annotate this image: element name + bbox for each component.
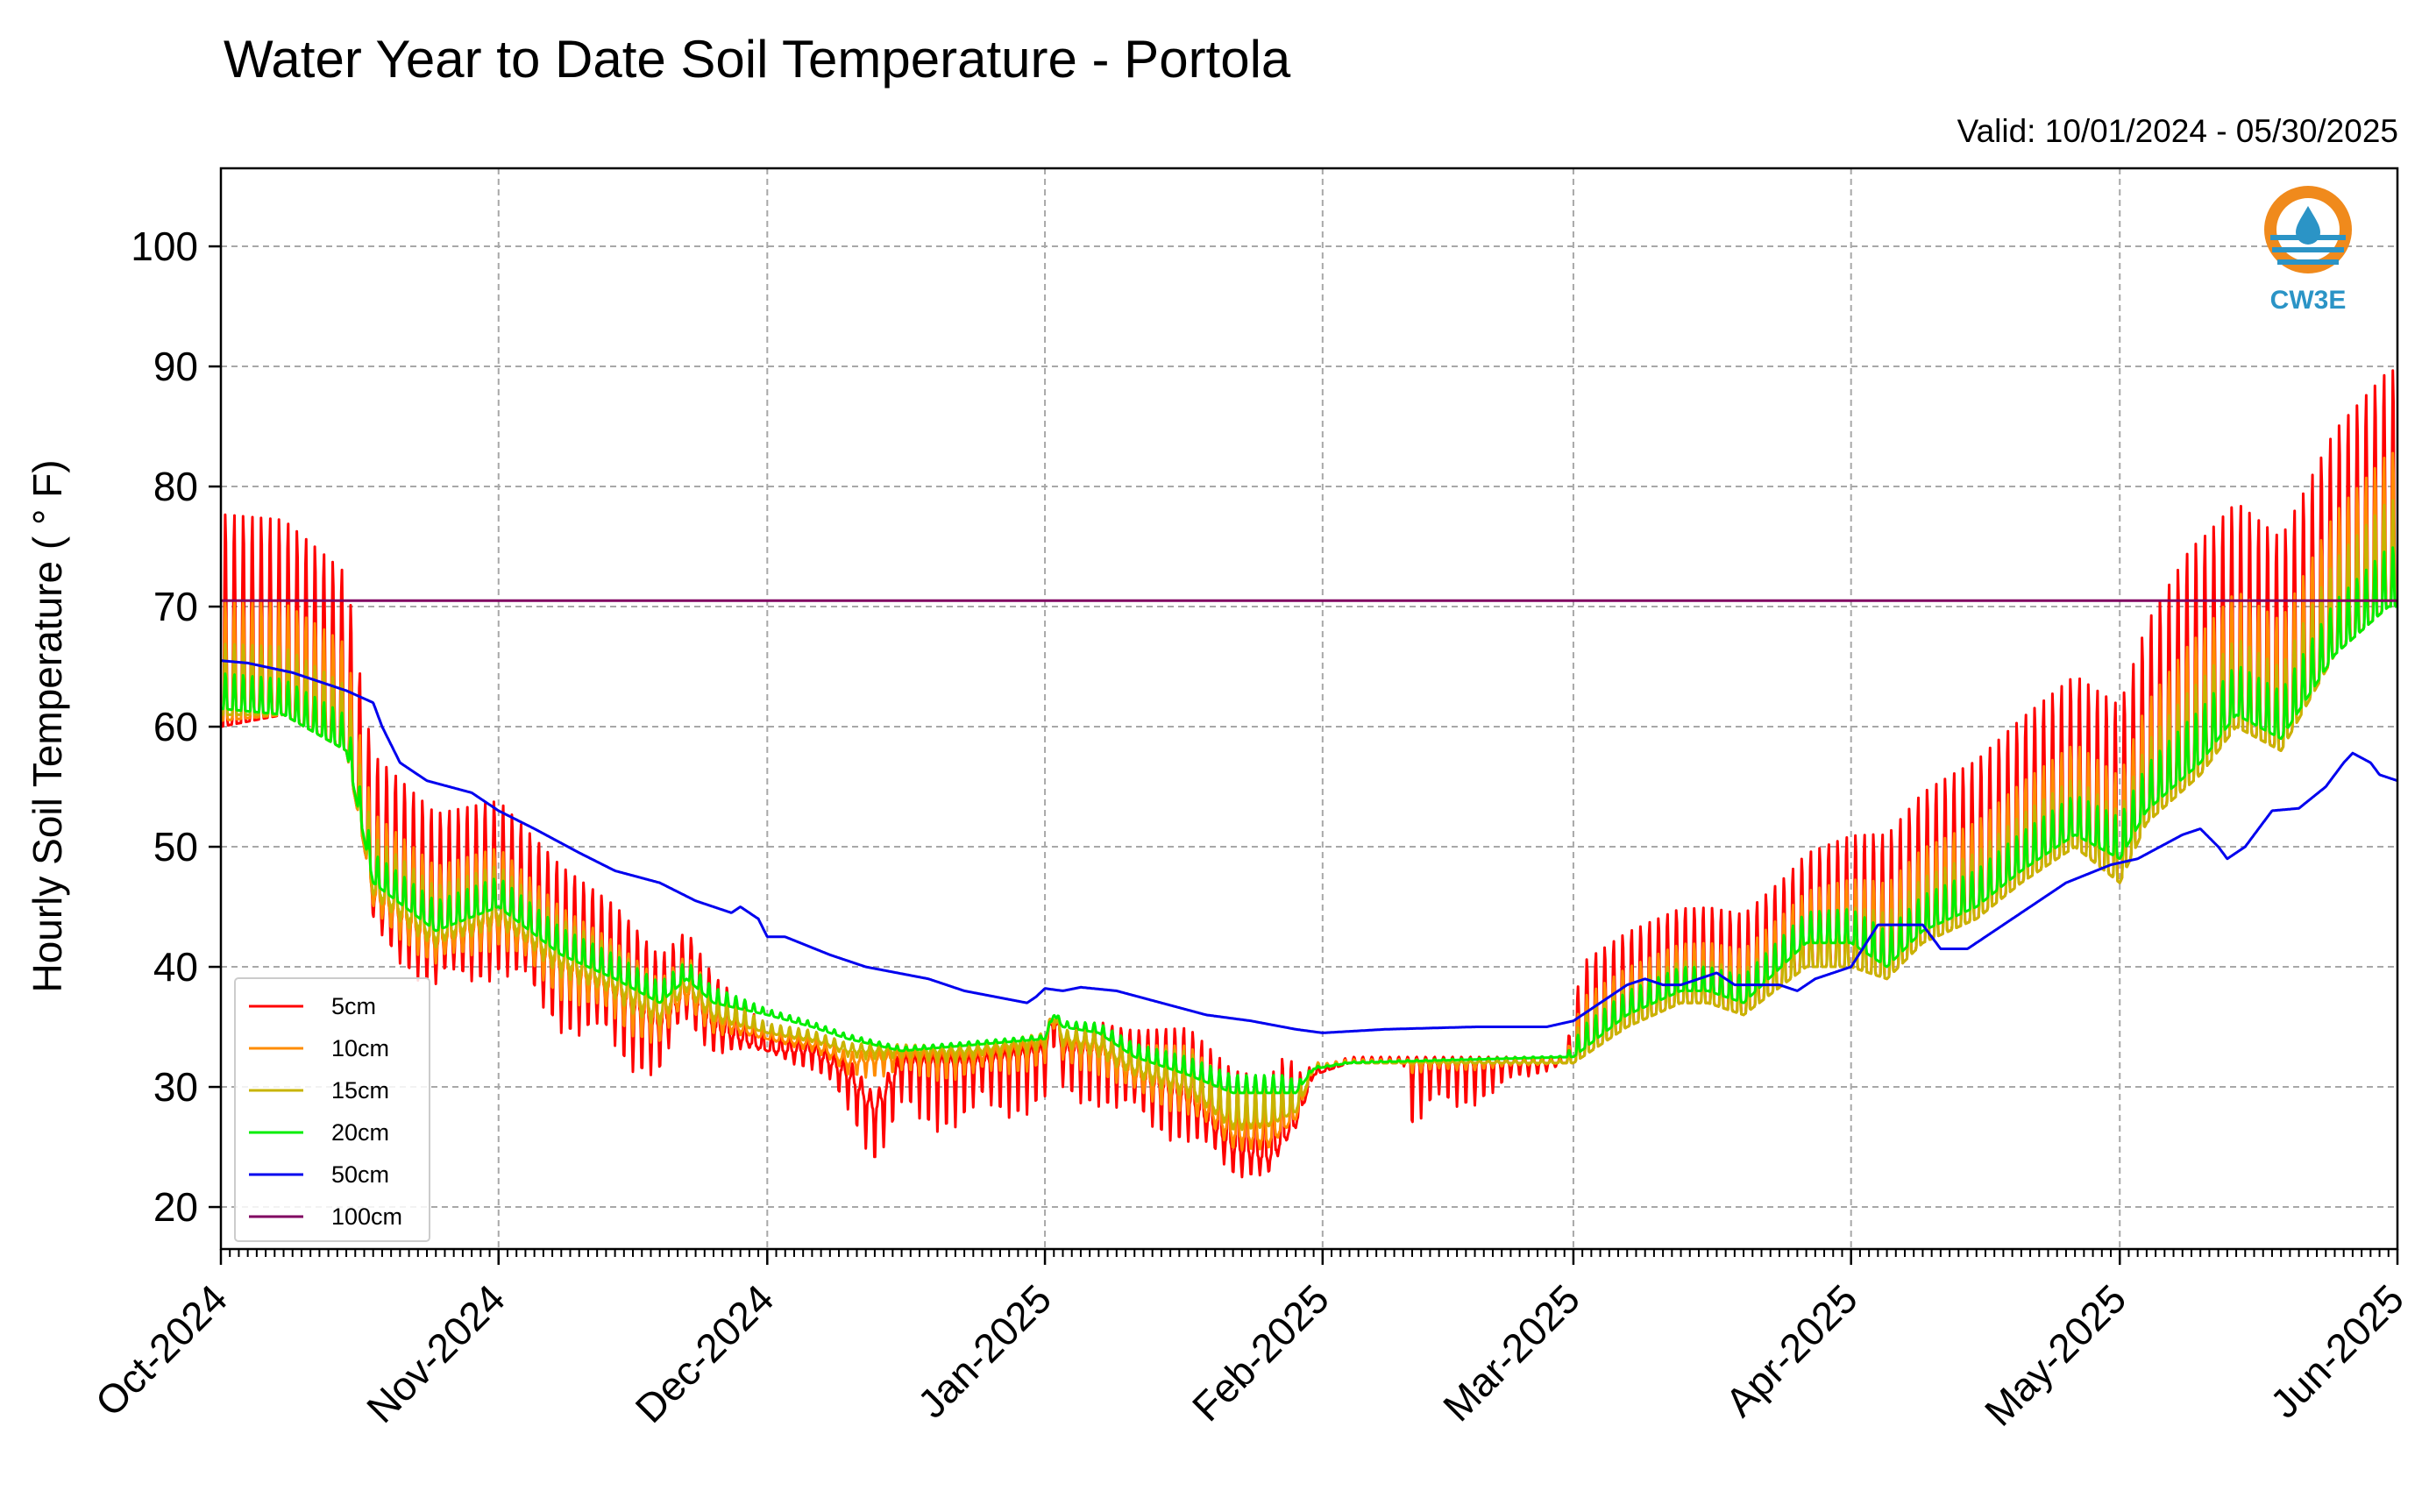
legend-label: 100cm: [331, 1203, 402, 1230]
y-tick-label: 50: [153, 824, 198, 870]
y-tick-label: 100: [131, 224, 198, 269]
logo-wave-icon: [2270, 235, 2346, 265]
y-tick-label: 70: [153, 584, 198, 629]
x-tick-label: Feb-2025: [1183, 1275, 1338, 1430]
legend-label: 10cm: [331, 1035, 389, 1061]
x-tick-label: Oct-2024: [87, 1275, 237, 1425]
x-tick-label: Mar-2025: [1434, 1275, 1588, 1430]
logo-drop-icon: [2296, 206, 2320, 245]
y-tick-label: 40: [153, 944, 198, 990]
logo-text: CW3E: [2270, 286, 2347, 315]
y-tick-label: 60: [153, 704, 198, 749]
y-tick-label: 90: [153, 344, 198, 389]
grid: [220, 168, 2398, 1249]
y-tick-label: 30: [153, 1064, 198, 1110]
x-tick-label: May-2025: [1976, 1275, 2134, 1434]
legend-label: 50cm: [331, 1161, 389, 1188]
legend-label: 5cm: [331, 993, 376, 1019]
x-tick-label: Nov-2024: [358, 1275, 514, 1431]
series-line-20cm: [220, 546, 2398, 1095]
y-axis-label: Hourly Soil Temperature ( ° F): [25, 459, 70, 992]
y-tick-label: 20: [153, 1184, 198, 1230]
series-line-5cm: [220, 369, 2398, 1179]
x-tick-label: Jun-2025: [2262, 1275, 2412, 1426]
y-tick-label: 80: [153, 464, 198, 509]
series-line-50cm: [220, 659, 2398, 1034]
legend-label: 15cm: [331, 1077, 389, 1104]
chart-title: Water Year to Date Soil Temperature - Po…: [224, 30, 1291, 89]
plot-area: [220, 369, 2398, 1179]
x-tick-label: Jan-2025: [909, 1275, 1060, 1426]
chart-valid-range: Valid: 10/01/2024 - 05/30/2025: [1957, 113, 2398, 149]
x-tick-label: Dec-2024: [627, 1275, 783, 1431]
legend-label: 20cm: [331, 1119, 389, 1146]
axes-frame: [219, 167, 2399, 1251]
legend[interactable]: 5cm 10cm 15cm 20cm 50cm 100cm: [234, 977, 430, 1242]
x-tick-label: Apr-2025: [1716, 1275, 1866, 1425]
cw3e-logo: CW3E: [2264, 186, 2352, 315]
